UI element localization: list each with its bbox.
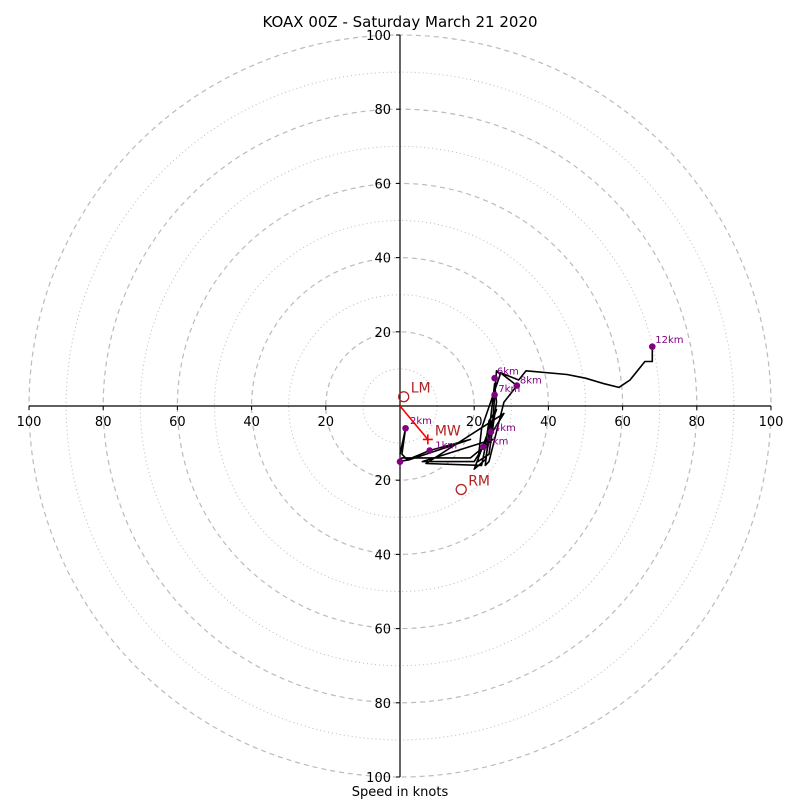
height-marker-label: 8km (520, 375, 542, 386)
y-tick-label: 80 (374, 697, 391, 712)
x-tick-label: 80 (95, 415, 112, 430)
x-tick-label: 40 (243, 415, 260, 430)
height-marker-label: 4km (494, 423, 516, 434)
x-tick-label: 40 (540, 415, 557, 430)
x-axis-label: Speed in knots (352, 785, 449, 800)
storm-motion-label: MW (435, 423, 461, 439)
height-marker-label: 12km (655, 335, 683, 346)
x-tick-label: 60 (614, 415, 631, 430)
x-tick-label: 60 (169, 415, 186, 430)
height-marker-label: 6km (497, 366, 519, 377)
y-tick-label: 20 (374, 474, 391, 489)
storm-motion-markers: LM RM MW (398, 381, 490, 496)
y-tick-label: 40 (374, 252, 391, 267)
chart-title: KOAX 00Z - Saturday March 21 2020 (262, 13, 537, 31)
x-tick-label: 100 (759, 415, 784, 430)
y-tick-label: 60 (374, 177, 391, 192)
mean-wind-vector (399, 405, 433, 445)
mean-wind-line (399, 405, 429, 440)
height-marker-label: 2km (410, 416, 432, 427)
height-marker-point (487, 428, 495, 436)
height-marker-point (402, 424, 409, 432)
height-marker-label: 1km (435, 440, 457, 451)
height-marker-label: 5km (486, 437, 508, 448)
y-tick-label: 100 (366, 29, 391, 44)
height-marker-point (513, 382, 521, 389)
height-marker-label: 7km (498, 384, 520, 395)
y-tick-label: 40 (374, 548, 391, 563)
y-tick-label: 60 (374, 623, 391, 638)
x-tick-label: 20 (318, 415, 335, 430)
x-tick-label: 20 (466, 415, 483, 430)
mean-wind-marker (422, 434, 433, 445)
x-tick-label: 100 (17, 415, 42, 430)
height-marker-point (426, 447, 433, 454)
y-tick-label: 80 (374, 103, 391, 118)
y-tick-label: 20 (374, 326, 391, 341)
y-tick-label: 100 (366, 771, 391, 786)
height-marker-point (648, 343, 656, 350)
storm-motion-label: LM (411, 381, 431, 397)
height-marker-point (491, 374, 498, 382)
x-tick-label: 80 (689, 415, 706, 430)
height-marker-point (396, 458, 404, 465)
height-marker-point (491, 391, 498, 399)
storm-motion-point (398, 391, 410, 403)
storm-motion-label: RM (468, 473, 490, 489)
height-marker-point (480, 443, 487, 451)
storm-motion-point (455, 483, 467, 496)
speed-tick-labels: 100 80 60 40 20 20 40 60 80 100 100 80 60 40 20 20 40 60 8… (17, 29, 784, 786)
